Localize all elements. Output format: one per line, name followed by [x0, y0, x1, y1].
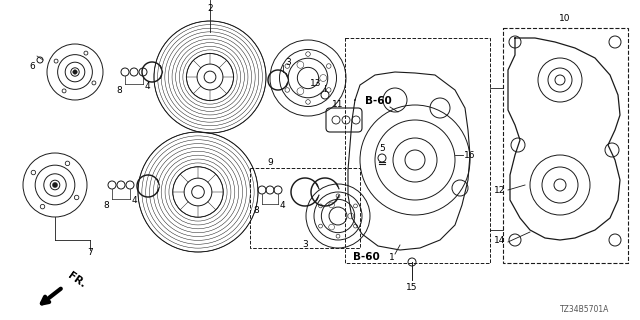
Text: 3: 3: [285, 58, 291, 67]
Text: 13: 13: [310, 78, 322, 87]
Bar: [250, 168, 360, 248]
Circle shape: [52, 182, 58, 188]
Circle shape: [73, 70, 77, 74]
Text: 14: 14: [494, 236, 506, 244]
Text: 1: 1: [389, 253, 395, 262]
Text: B-60: B-60: [365, 96, 392, 106]
Text: 15: 15: [406, 284, 418, 292]
Text: 5: 5: [379, 143, 385, 153]
Text: 10: 10: [559, 13, 571, 22]
Text: 8: 8: [116, 85, 122, 94]
Bar: [345, 38, 490, 263]
Text: TZ34B5701A: TZ34B5701A: [560, 306, 609, 315]
Text: 16: 16: [464, 150, 476, 159]
Text: 8: 8: [253, 205, 259, 214]
Text: 7: 7: [87, 247, 93, 257]
Text: 3: 3: [302, 239, 308, 249]
Text: 4: 4: [144, 82, 150, 91]
Text: 4: 4: [279, 201, 285, 210]
Text: FR.: FR.: [66, 271, 88, 290]
Bar: [503, 28, 628, 263]
Text: B-60: B-60: [353, 252, 380, 262]
Text: 2: 2: [207, 4, 213, 12]
Text: 11: 11: [332, 100, 344, 108]
Text: 6: 6: [29, 61, 35, 70]
Text: 4: 4: [131, 196, 137, 204]
Text: 9: 9: [267, 157, 273, 166]
Text: 12: 12: [494, 186, 506, 195]
Text: 8: 8: [103, 201, 109, 210]
